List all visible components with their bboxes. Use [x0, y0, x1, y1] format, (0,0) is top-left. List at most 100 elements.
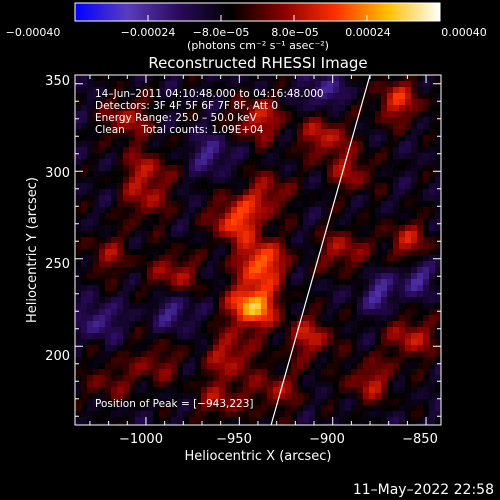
heatmap-cell — [303, 255, 309, 261]
heatmap-cell — [255, 99, 261, 105]
heatmap-cell — [183, 297, 189, 303]
heatmap-cell — [345, 213, 351, 219]
heatmap-cell — [165, 99, 171, 105]
heatmap-cell — [93, 147, 99, 153]
heatmap-cell — [399, 237, 405, 243]
heatmap-cell — [381, 375, 387, 381]
heatmap-cell — [279, 165, 285, 171]
heatmap-cell — [267, 165, 273, 171]
heatmap-cell — [405, 345, 411, 351]
heatmap-cell — [261, 129, 267, 135]
heatmap-cell — [267, 399, 273, 405]
heatmap-cell — [429, 297, 435, 303]
heatmap-cell — [417, 405, 423, 411]
heatmap-cell — [195, 105, 201, 111]
heatmap-cell — [225, 351, 231, 357]
heatmap-cell — [429, 147, 435, 153]
heatmap-cell — [291, 159, 297, 165]
heatmap-cell — [87, 315, 93, 321]
heatmap-cell — [237, 153, 243, 159]
heatmap-cell — [243, 135, 249, 141]
heatmap-cell — [405, 165, 411, 171]
heatmap-cell — [177, 117, 183, 123]
heatmap-cell — [177, 345, 183, 351]
heatmap-cell — [429, 321, 435, 327]
heatmap-cell — [135, 207, 141, 213]
heatmap-cell — [429, 249, 435, 255]
heatmap-cell — [357, 249, 363, 255]
heatmap-cell — [129, 207, 135, 213]
heatmap-cell — [117, 297, 123, 303]
heatmap-cell — [213, 285, 219, 291]
heatmap-cell — [315, 321, 321, 327]
heatmap-cell — [435, 411, 441, 417]
heatmap-cell — [93, 123, 99, 129]
heatmap-cell — [363, 81, 369, 87]
heatmap-cell — [261, 213, 267, 219]
heatmap-cell — [411, 219, 417, 225]
heatmap-cell — [219, 153, 225, 159]
heatmap-cell — [345, 111, 351, 117]
heatmap-cell — [105, 261, 111, 267]
heatmap-cell — [345, 357, 351, 363]
heatmap-cell — [285, 183, 291, 189]
heatmap-cell — [351, 267, 357, 273]
heatmap-cell — [231, 123, 237, 129]
heatmap-cell — [423, 225, 429, 231]
heatmap-cell — [255, 129, 261, 135]
heatmap-cell — [201, 261, 207, 267]
heatmap-cell — [417, 135, 423, 141]
heatmap-cell — [189, 213, 195, 219]
heatmap-cell — [87, 135, 93, 141]
heatmap-cell — [405, 81, 411, 87]
heatmap-cell — [369, 327, 375, 333]
heatmap-cell — [159, 279, 165, 285]
heatmap-cell — [135, 99, 141, 105]
heatmap-cell — [195, 189, 201, 195]
heatmap-cell — [411, 243, 417, 249]
heatmap-cell — [117, 123, 123, 129]
heatmap-cell — [123, 111, 129, 117]
heatmap-cell — [231, 297, 237, 303]
heatmap-cell — [381, 423, 387, 425]
heatmap-cell — [417, 369, 423, 375]
heatmap-cell — [273, 99, 279, 105]
heatmap-cell — [279, 147, 285, 153]
heatmap-cell — [249, 291, 255, 297]
heatmap-cell — [153, 231, 159, 237]
heatmap-cell — [75, 219, 81, 225]
heatmap-cell — [93, 303, 99, 309]
heatmap-cell — [165, 255, 171, 261]
heatmap-cell — [177, 369, 183, 375]
heatmap-cell — [117, 309, 123, 315]
heatmap-cell — [117, 423, 123, 425]
heatmap-cell — [267, 189, 273, 195]
heatmap-cell — [363, 189, 369, 195]
heatmap-cell — [435, 333, 441, 339]
heatmap-cell — [237, 381, 243, 387]
heatmap-cell — [117, 375, 123, 381]
heatmap-cell — [129, 159, 135, 165]
heatmap-cell — [261, 303, 267, 309]
heatmap-cell — [393, 87, 399, 93]
heatmap-cell — [381, 249, 387, 255]
heatmap-cell — [189, 195, 195, 201]
heatmap-cell — [261, 297, 267, 303]
heatmap-cell — [279, 267, 285, 273]
heatmap-cell — [141, 405, 147, 411]
heatmap-cell — [261, 399, 267, 405]
heatmap-cell — [345, 243, 351, 249]
heatmap-cell — [231, 303, 237, 309]
heatmap-cell — [147, 363, 153, 369]
heatmap-cell — [279, 111, 285, 117]
heatmap-cell — [165, 105, 171, 111]
heatmap-cell — [219, 249, 225, 255]
heatmap-cell — [195, 423, 201, 425]
heatmap-cell — [177, 93, 183, 99]
heatmap-cell — [207, 405, 213, 411]
heatmap-cell — [327, 141, 333, 147]
heatmap-cell — [339, 183, 345, 189]
heatmap-cell — [261, 75, 267, 81]
heatmap-cell — [291, 303, 297, 309]
heatmap-cell — [351, 321, 357, 327]
